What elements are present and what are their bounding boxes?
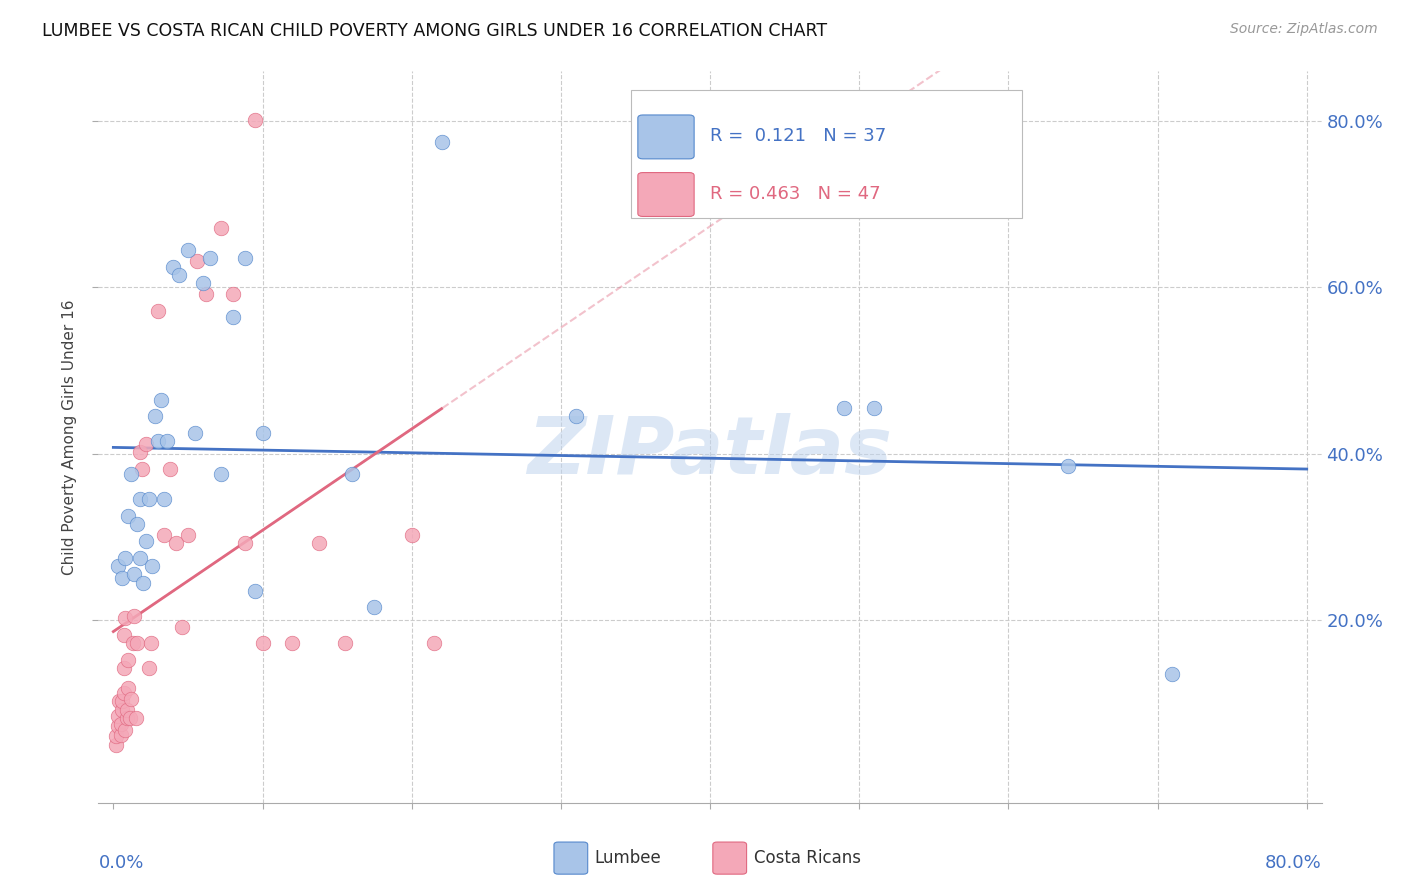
- Point: [156, 434, 179, 449]
- Point: [139, 636, 162, 650]
- Point: [129, 550, 152, 565]
- Point: [832, 401, 855, 415]
- Point: [132, 575, 155, 590]
- Point: [117, 653, 139, 667]
- Point: [143, 409, 166, 424]
- Point: [141, 558, 163, 573]
- Point: [114, 611, 136, 625]
- Point: [184, 425, 207, 440]
- Point: [150, 392, 173, 407]
- Point: [110, 728, 132, 742]
- Point: [135, 533, 157, 548]
- Point: [430, 135, 453, 149]
- Point: [308, 536, 330, 550]
- Point: [115, 711, 138, 725]
- Point: [167, 268, 190, 282]
- Point: [115, 703, 138, 717]
- Point: [1161, 667, 1184, 681]
- Text: R = 0.463   N = 47: R = 0.463 N = 47: [710, 185, 880, 202]
- Point: [135, 436, 157, 450]
- Point: [146, 303, 169, 318]
- Text: Lumbee: Lumbee: [595, 849, 661, 867]
- Point: [122, 608, 145, 623]
- Point: [105, 738, 128, 752]
- Point: [112, 628, 135, 642]
- Point: [565, 409, 588, 424]
- Point: [233, 252, 256, 266]
- Point: [129, 445, 152, 459]
- Point: [107, 719, 129, 733]
- Point: [243, 583, 266, 598]
- Point: [138, 661, 160, 675]
- Point: [153, 492, 176, 507]
- Point: [108, 694, 131, 708]
- Point: [111, 703, 134, 717]
- Point: [340, 467, 363, 482]
- Text: ZIPatlas: ZIPatlas: [527, 413, 893, 491]
- Text: Costa Ricans: Costa Ricans: [754, 849, 860, 867]
- Point: [117, 681, 139, 695]
- Point: [221, 310, 243, 324]
- Point: [121, 636, 143, 650]
- Point: [170, 619, 193, 633]
- Point: [252, 636, 274, 650]
- Point: [146, 434, 169, 449]
- Point: [401, 528, 423, 542]
- Point: [122, 567, 145, 582]
- Point: [120, 467, 142, 482]
- Point: [191, 277, 214, 291]
- Point: [127, 636, 149, 650]
- Point: [233, 536, 256, 550]
- Point: [209, 467, 232, 482]
- Point: [107, 558, 129, 573]
- Point: [159, 461, 181, 475]
- Point: [423, 636, 446, 650]
- FancyBboxPatch shape: [638, 172, 695, 217]
- Point: [363, 600, 385, 615]
- Point: [194, 287, 217, 301]
- Point: [131, 461, 153, 475]
- Point: [200, 252, 222, 266]
- Point: [107, 708, 129, 723]
- Point: [129, 492, 152, 507]
- Point: [111, 571, 134, 585]
- Point: [252, 425, 274, 440]
- Point: [162, 260, 184, 274]
- Point: [209, 220, 232, 235]
- Point: [105, 729, 128, 743]
- Point: [1057, 459, 1080, 474]
- Point: [114, 550, 136, 565]
- Point: [153, 528, 176, 542]
- Point: [138, 492, 160, 507]
- Point: [165, 536, 187, 550]
- Text: 80.0%: 80.0%: [1265, 854, 1322, 872]
- Point: [118, 711, 141, 725]
- Point: [333, 636, 356, 650]
- Point: [125, 711, 148, 725]
- Point: [114, 723, 136, 737]
- Text: LUMBEE VS COSTA RICAN CHILD POVERTY AMONG GIRLS UNDER 16 CORRELATION CHART: LUMBEE VS COSTA RICAN CHILD POVERTY AMON…: [42, 22, 827, 40]
- Point: [111, 694, 134, 708]
- Point: [863, 401, 886, 415]
- Point: [112, 686, 135, 700]
- Point: [110, 716, 132, 731]
- Point: [243, 112, 266, 127]
- Y-axis label: Child Poverty Among Girls Under 16: Child Poverty Among Girls Under 16: [62, 300, 77, 574]
- Point: [221, 287, 243, 301]
- Point: [177, 243, 200, 257]
- FancyBboxPatch shape: [638, 115, 695, 159]
- Point: [127, 517, 149, 532]
- Point: [281, 636, 304, 650]
- Point: [177, 528, 200, 542]
- Point: [112, 661, 135, 675]
- Point: [186, 253, 208, 268]
- Point: [120, 692, 142, 706]
- FancyBboxPatch shape: [630, 89, 1022, 218]
- Text: Source: ZipAtlas.com: Source: ZipAtlas.com: [1230, 22, 1378, 37]
- Text: 0.0%: 0.0%: [98, 854, 143, 872]
- Point: [117, 509, 139, 524]
- Text: R =  0.121   N = 37: R = 0.121 N = 37: [710, 128, 886, 145]
